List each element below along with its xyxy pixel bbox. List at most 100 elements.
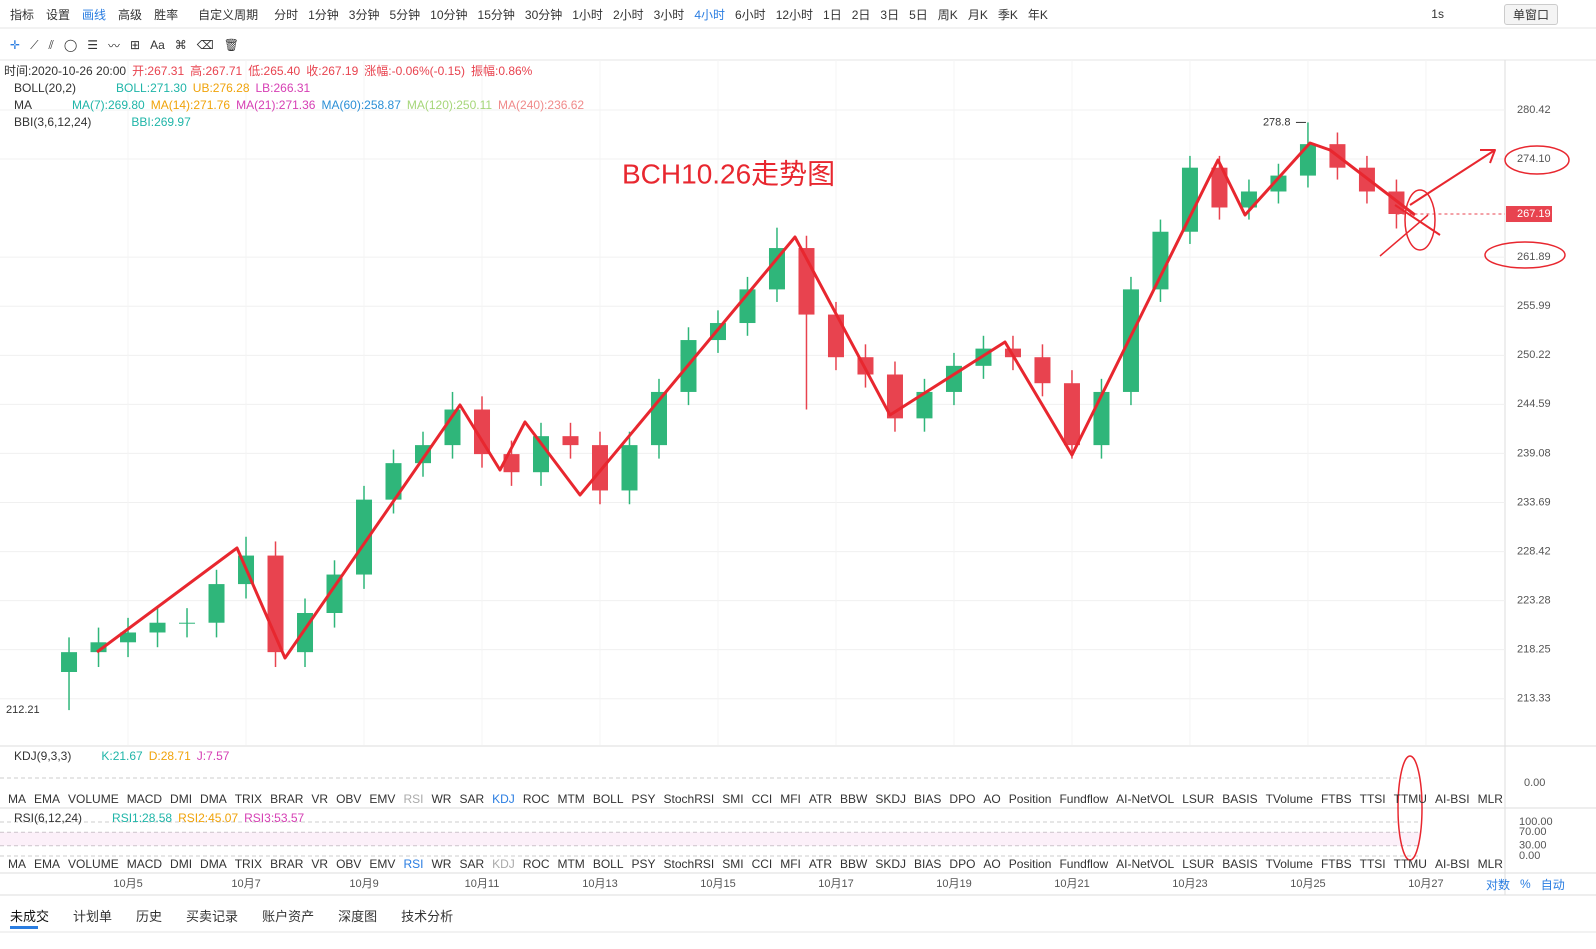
toolbar-button[interactable]: 设置 bbox=[46, 7, 71, 22]
indicator-tab[interactable]: KDJ bbox=[492, 857, 515, 871]
indicator-tab[interactable]: ATR bbox=[808, 792, 833, 806]
window-select[interactable]: 单窗口 bbox=[1503, 3, 1558, 25]
indicator-tab[interactable]: EMA bbox=[34, 857, 61, 871]
toolbar-button[interactable]: 指标 bbox=[10, 7, 35, 22]
indicator-tab[interactable]: ATR bbox=[808, 857, 833, 871]
indicator-tab[interactable]: MTM bbox=[557, 792, 585, 806]
indicator-tab[interactable]: DMI bbox=[170, 857, 193, 871]
tool-shape[interactable]: ◯ bbox=[63, 38, 78, 52]
period-button[interactable]: 1分钟 bbox=[308, 7, 339, 22]
indicator-tab[interactable]: MLR bbox=[1477, 792, 1503, 806]
rsi-name[interactable]: RSI(6,12,24) bbox=[14, 811, 83, 825]
axis-option[interactable]: 对数 bbox=[1486, 877, 1511, 892]
indicator-tab[interactable]: BOLL bbox=[592, 792, 624, 806]
indicator-tab[interactable]: DPO bbox=[949, 792, 976, 806]
period-button[interactable]: 6小时 bbox=[735, 7, 766, 22]
period-button[interactable]: 3分钟 bbox=[348, 7, 380, 22]
bottom-tab[interactable]: 未成交 bbox=[10, 908, 50, 924]
tool-hline[interactable]: ☰ bbox=[87, 38, 99, 52]
period-button[interactable]: 12小时 bbox=[775, 7, 814, 22]
indicator-tab[interactable]: MFI bbox=[780, 857, 801, 871]
indicator-tab[interactable]: BOLL bbox=[592, 857, 624, 871]
indicator-tab[interactable]: ROC bbox=[522, 857, 550, 871]
kdj-name[interactable]: KDJ(9,3,3) bbox=[14, 749, 72, 763]
indicator-tab[interactable]: PSY bbox=[631, 857, 656, 871]
indicator-tab[interactable]: TVolume bbox=[1265, 857, 1313, 871]
indicator-tab[interactable]: SMI bbox=[722, 857, 744, 871]
indicator-tab[interactable]: TTMU bbox=[1393, 792, 1427, 806]
indicator-tab[interactable]: Position bbox=[1008, 857, 1052, 871]
indicator-tab[interactable]: SAR bbox=[459, 792, 485, 806]
indicator-tab[interactable]: CCI bbox=[751, 792, 773, 806]
axis-option[interactable]: % bbox=[1520, 877, 1531, 891]
indicator-tab[interactable]: MFI bbox=[780, 792, 801, 806]
tool-fib[interactable]: ⌘ bbox=[174, 38, 187, 52]
indicator-tab[interactable]: EMV bbox=[369, 792, 396, 806]
period-button[interactable]: 5日 bbox=[909, 7, 928, 22]
period-button[interactable]: 1日 bbox=[823, 7, 842, 22]
bottom-tab[interactable]: 深度图 bbox=[338, 908, 378, 924]
indicator-tab[interactable]: OBV bbox=[336, 857, 362, 871]
indicator-tab[interactable]: BIAS bbox=[914, 857, 942, 871]
indicator-tab[interactable]: StochRSI bbox=[663, 857, 715, 871]
indicator-tab[interactable]: VOLUME bbox=[68, 857, 119, 871]
indicator-tab[interactable]: AI-BSI bbox=[1434, 857, 1470, 871]
period-button[interactable]: 2日 bbox=[851, 7, 871, 22]
indicator-tab[interactable]: Position bbox=[1008, 792, 1052, 806]
indicator-tab[interactable]: BRAR bbox=[270, 857, 304, 871]
custom-period[interactable]: 自定义周期 bbox=[198, 7, 259, 22]
indicator-tab[interactable]: SKDJ bbox=[875, 857, 907, 871]
indicator-tab[interactable]: BRAR bbox=[270, 792, 304, 806]
tool-eraser[interactable]: ⌫ bbox=[196, 38, 214, 52]
indicator-tab[interactable]: LSUR bbox=[1182, 792, 1215, 806]
indicator-tab[interactable]: Fundflow bbox=[1059, 792, 1109, 806]
indicator-tab[interactable]: Fundflow bbox=[1059, 857, 1109, 871]
bottom-tab[interactable]: 账户资产 bbox=[262, 908, 315, 924]
indicator-tab[interactable]: BIAS bbox=[914, 792, 942, 806]
period-button[interactable]: 4小时 bbox=[694, 7, 725, 22]
indicator-tab[interactable]: CCI bbox=[751, 857, 773, 871]
indicator-tab[interactable]: DPO bbox=[949, 857, 976, 871]
indicator-tab[interactable]: AI-NetVOL bbox=[1116, 857, 1175, 871]
indicator-tab[interactable]: SMI bbox=[722, 792, 744, 806]
indicator-tab[interactable]: LSUR bbox=[1182, 857, 1215, 871]
indicator-tab[interactable]: RSI bbox=[403, 857, 424, 871]
period-button[interactable]: 周K bbox=[937, 7, 958, 22]
period-button[interactable]: 10分钟 bbox=[430, 7, 468, 22]
indicator-tab[interactable]: ROC bbox=[522, 792, 550, 806]
indicator-tab[interactable]: TTMU bbox=[1393, 857, 1427, 871]
period-button[interactable]: 季K bbox=[997, 7, 1018, 22]
indicator-tab[interactable]: TTSI bbox=[1359, 792, 1386, 806]
indicator-tab[interactable]: StochRSI bbox=[663, 792, 715, 806]
indicator-tab[interactable]: MA bbox=[8, 792, 26, 806]
overlay-name[interactable]: MA bbox=[14, 98, 32, 112]
period-button[interactable]: 1小时 bbox=[572, 7, 603, 22]
indicator-tab[interactable]: DMA bbox=[200, 792, 227, 806]
indicator-tab[interactable]: MLR bbox=[1477, 857, 1503, 871]
indicator-tab[interactable]: VR bbox=[311, 792, 329, 806]
indicator-tab[interactable]: EMV bbox=[369, 857, 396, 871]
indicator-tab[interactable]: MACD bbox=[126, 792, 163, 806]
overlay-name[interactable]: BOLL(20,2) bbox=[14, 81, 77, 95]
indicator-tab[interactable]: BBW bbox=[840, 857, 868, 871]
indicator-tab[interactable]: RSI bbox=[403, 792, 424, 806]
tool-delete[interactable]: 🗑 bbox=[223, 38, 239, 52]
period-button[interactable]: 15分钟 bbox=[477, 7, 515, 22]
tool-wave[interactable]: 〰 bbox=[108, 38, 121, 53]
indicator-tab[interactable]: MTM bbox=[557, 857, 585, 871]
period-button[interactable]: 月K bbox=[967, 7, 988, 22]
indicator-tab[interactable]: WR bbox=[431, 792, 452, 806]
indicator-tab[interactable]: AI-NetVOL bbox=[1116, 792, 1175, 806]
indicator-tab[interactable]: OBV bbox=[336, 792, 362, 806]
period-button[interactable]: 3日 bbox=[880, 7, 900, 22]
indicator-tab[interactable]: WR bbox=[431, 857, 452, 871]
indicator-tab[interactable]: TTSI bbox=[1359, 857, 1386, 871]
indicator-tab[interactable]: SAR bbox=[459, 857, 485, 871]
indicator-tab[interactable]: VOLUME bbox=[68, 792, 119, 806]
toolbar-button[interactable]: 画线 bbox=[82, 7, 107, 22]
period-button[interactable]: 5分钟 bbox=[389, 7, 421, 22]
indicator-tab[interactable]: TRIX bbox=[234, 792, 263, 806]
toolbar-button[interactable]: 胜率 bbox=[154, 7, 179, 22]
indicator-tab[interactable]: VR bbox=[311, 857, 329, 871]
axis-option[interactable]: 自动 bbox=[1540, 877, 1565, 892]
